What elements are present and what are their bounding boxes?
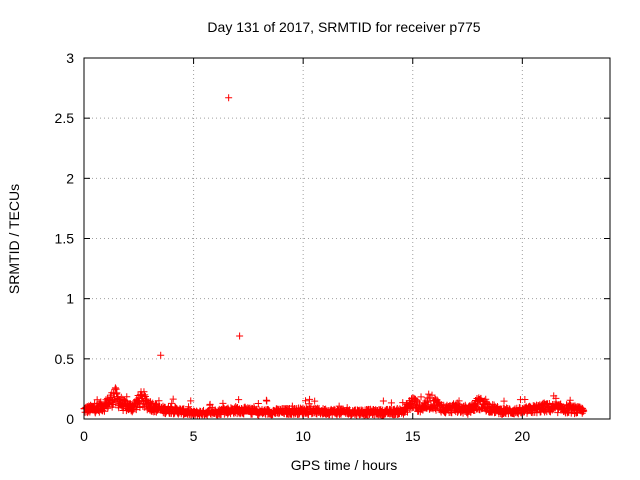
y-axis-label: SRMTID / TECUs [6, 184, 22, 294]
data-point [521, 395, 529, 403]
data-point [399, 399, 407, 407]
plot-frame [83, 57, 611, 420]
data-point [580, 407, 588, 415]
y-tick-label: 3 [66, 50, 74, 66]
x-axis-label: GPS time / hours [291, 457, 398, 473]
chart-title: Day 131 of 2017, SRMTID for receiver p77… [207, 19, 480, 35]
y-tick-label: 2 [66, 170, 74, 186]
x-tick-label: 20 [515, 428, 531, 444]
tick-layer: 0 0.5 1 1.5 2 2.5 3 0 5 10 15 20 [55, 50, 610, 444]
data-point [112, 398, 120, 406]
data-point [127, 401, 135, 409]
data-point [428, 391, 436, 399]
data-point [140, 388, 148, 396]
outlier-point [236, 332, 244, 340]
data-point [413, 397, 421, 405]
data-point [254, 399, 262, 407]
data-point [187, 397, 195, 405]
data-point [111, 384, 119, 392]
data-point [114, 393, 122, 401]
data-point [263, 397, 271, 405]
data-point [387, 399, 395, 407]
data-point [482, 395, 490, 403]
data-point [311, 397, 319, 405]
data-point [455, 397, 463, 405]
data-point [417, 393, 425, 401]
data-point [93, 396, 101, 404]
data-point [379, 397, 387, 405]
data-point [132, 406, 140, 414]
data-point [141, 391, 149, 399]
data-point [470, 400, 478, 408]
x-tick-label: 10 [295, 428, 311, 444]
data-point [168, 399, 176, 407]
grid-layer [84, 58, 610, 419]
data-point [302, 397, 310, 405]
data-point [306, 395, 314, 403]
data-point [123, 393, 131, 401]
outlier-point [157, 351, 165, 359]
y-tick-label: 0.5 [55, 351, 75, 367]
y-tick-label: 1 [66, 291, 74, 307]
data-point [100, 407, 108, 415]
data-points [80, 94, 588, 419]
x-tick-label: 5 [190, 428, 198, 444]
y-tick-label: 0 [66, 411, 74, 427]
outlier-point [225, 94, 233, 102]
y-tick-label: 2.5 [55, 110, 75, 126]
y-tick-label: 1.5 [55, 231, 75, 247]
data-point [152, 401, 160, 409]
data-point [500, 397, 508, 405]
data-point [169, 395, 177, 403]
data-point [422, 397, 430, 405]
data-point [476, 395, 484, 403]
data-point [235, 396, 243, 404]
x-tick-label: 0 [80, 428, 88, 444]
x-tick-label: 15 [405, 428, 421, 444]
